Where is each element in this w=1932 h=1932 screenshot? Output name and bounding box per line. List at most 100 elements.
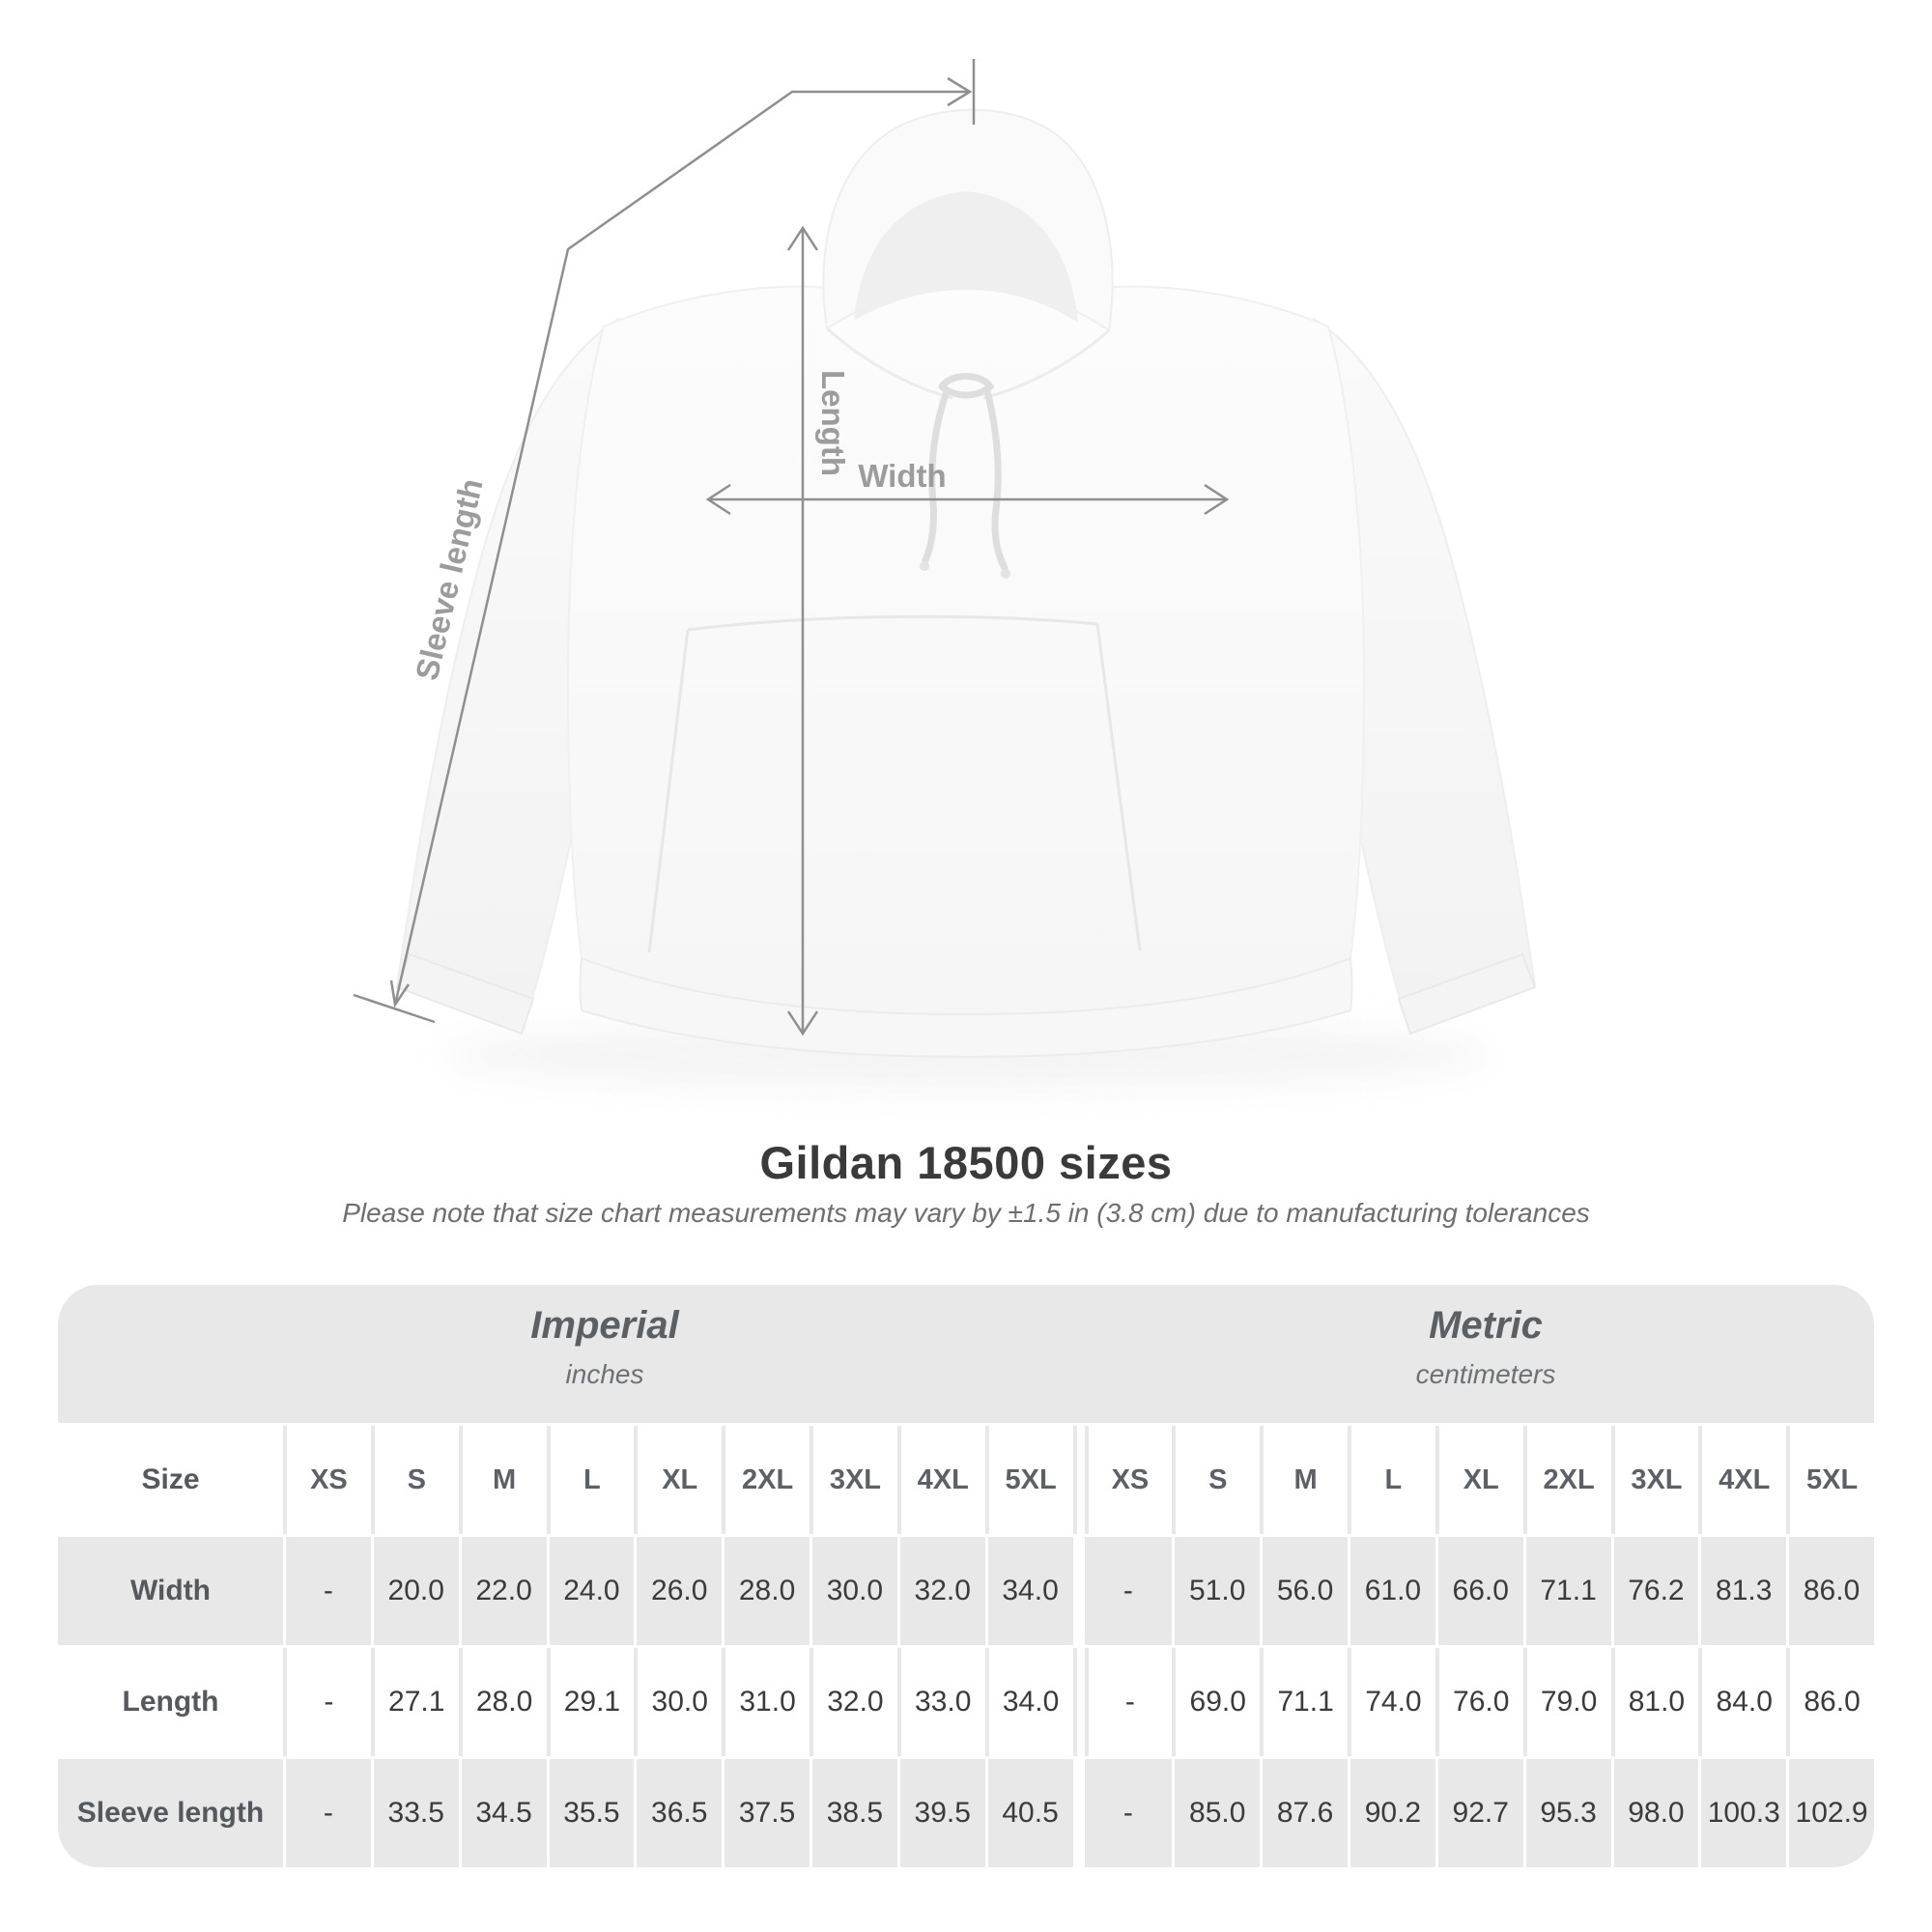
imperial-value: - — [283, 1537, 371, 1645]
hoodie-illustration: Width Length Sleeve length — [353, 59, 1537, 1090]
measurement-row-length: Length -27.1 28.0 29.1 30.0 31.0 32.0 33.0 34.0-… — [58, 1648, 1874, 1756]
imperial-value: 37.5 — [722, 1759, 810, 1867]
size-table-rows: Size XS S M L XL 2XL 3XL 4XL 5XL XS S M L XL 2XL 3XL 4XL 5… — [58, 1426, 1874, 1867]
imperial-value: 28.0 — [722, 1537, 810, 1645]
imperial-value: - — [283, 1648, 371, 1756]
imperial-value: 28.0 — [458, 1648, 547, 1756]
drawstring-tip-left — [920, 561, 929, 571]
metric-value: 98.0 — [1610, 1759, 1699, 1867]
hood-opening — [854, 191, 1078, 323]
imperial-metric-divider — [1072, 1648, 1085, 1756]
metric-value: 74.0 — [1348, 1648, 1435, 1756]
imperial-value: 34.0 — [984, 1537, 1073, 1645]
imperial-unit-header: Imperial inches — [392, 1304, 817, 1390]
size-header-imperial: XS — [283, 1426, 371, 1534]
unit-header-band: Imperial inches Metric centimeters — [58, 1285, 1874, 1423]
size-header-imperial: 5XL — [984, 1426, 1073, 1534]
imperial-value: 32.0 — [896, 1537, 985, 1645]
imperial-subtitle: inches — [565, 1359, 644, 1389]
metric-value: 86.0 — [1786, 1648, 1874, 1756]
imperial-metric-divider — [1072, 1426, 1085, 1534]
size-header-imperial: M — [458, 1426, 547, 1534]
metric-value: 66.0 — [1435, 1537, 1523, 1645]
metric-value: - — [1084, 1537, 1173, 1645]
imperial-value: 33.5 — [370, 1759, 459, 1867]
row-label: Width — [58, 1537, 283, 1645]
size-header-metric: 2XL — [1522, 1426, 1611, 1534]
imperial-value: 39.5 — [896, 1759, 985, 1867]
metric-value: 79.0 — [1522, 1648, 1611, 1756]
metric-unit-header: Metric centimeters — [1273, 1304, 1698, 1390]
imperial-value: 40.5 — [984, 1759, 1073, 1867]
metric-value: - — [1084, 1648, 1173, 1756]
metric-value: 81.0 — [1610, 1648, 1699, 1756]
size-header-imperial: 3XL — [810, 1426, 897, 1534]
metric-value: 90.2 — [1348, 1759, 1435, 1867]
imperial-value: 29.1 — [546, 1648, 635, 1756]
imperial-value: 32.0 — [810, 1648, 897, 1756]
page-title: Gildan 18500 sizes — [759, 1137, 1173, 1188]
imperial-title: Imperial — [530, 1304, 679, 1347]
imperial-value: 34.0 — [984, 1648, 1073, 1756]
size-header-metric: 5XL — [1786, 1426, 1874, 1534]
size-header-imperial: L — [546, 1426, 635, 1534]
hoodie-pocket — [647, 614, 1142, 953]
metric-value: 76.0 — [1435, 1648, 1523, 1756]
imperial-value: 36.5 — [634, 1759, 723, 1867]
size-header-imperial: XL — [634, 1426, 722, 1534]
size-column-header: Size — [141, 1463, 200, 1495]
hoodie-hem — [579, 956, 1353, 1059]
metric-value: 76.2 — [1610, 1537, 1699, 1645]
metric-value: 71.1 — [1522, 1537, 1611, 1645]
imperial-value: 22.0 — [458, 1537, 547, 1645]
metric-value: 86.0 — [1786, 1537, 1874, 1645]
metric-value: 84.0 — [1698, 1648, 1786, 1756]
imperial-value: 30.0 — [810, 1537, 897, 1645]
metric-value: 85.0 — [1172, 1759, 1261, 1867]
metric-value: 81.3 — [1698, 1537, 1787, 1645]
sleeve-length-arrow — [353, 59, 976, 1024]
size-header-imperial: S — [370, 1426, 459, 1534]
imperial-value: 24.0 — [546, 1537, 635, 1645]
size-chart-table: Imperial inches Metric centimeters Size X… — [58, 1285, 1874, 1867]
imperial-value: 34.5 — [458, 1759, 547, 1867]
imperial-value: 31.0 — [722, 1648, 810, 1756]
size-header-metric: S — [1172, 1426, 1260, 1534]
size-header-row: Size XS S M L XL 2XL 3XL 4XL 5XL XS S M L XL 2XL 3XL 4XL 5… — [58, 1426, 1874, 1534]
metric-value: - — [1084, 1759, 1173, 1867]
size-header-metric: L — [1348, 1426, 1435, 1534]
metric-value: 87.6 — [1260, 1759, 1348, 1867]
imperial-value: 35.5 — [546, 1759, 635, 1867]
metric-value: 56.0 — [1260, 1537, 1348, 1645]
imperial-value: 20.0 — [370, 1537, 459, 1645]
length-arrow — [786, 225, 819, 1037]
size-header-metric: M — [1260, 1426, 1348, 1534]
width-arrow — [705, 483, 1230, 516]
size-header-imperial: 4XL — [896, 1426, 985, 1534]
length-label: Length — [815, 370, 851, 476]
drawstring-tip-right — [1001, 569, 1010, 579]
metric-value: 92.7 — [1435, 1759, 1523, 1867]
metric-value: 71.1 — [1260, 1648, 1348, 1756]
size-header-metric: 4XL — [1698, 1426, 1786, 1534]
imperial-value: - — [283, 1759, 371, 1867]
metric-value: 61.0 — [1348, 1537, 1435, 1645]
imperial-value: 26.0 — [634, 1537, 723, 1645]
page-subtitle: Please note that size chart measurements… — [342, 1198, 1590, 1228]
measurement-row-sleeve-length: Sleeve length -33.5 34.5 35.5 36.5 37.5 38.5 39… — [58, 1759, 1874, 1867]
metric-subtitle: centimeters — [1415, 1359, 1556, 1389]
size-header-metric: XS — [1084, 1426, 1173, 1534]
metric-value: 51.0 — [1172, 1537, 1261, 1645]
size-header-metric: XL — [1435, 1426, 1523, 1534]
imperial-metric-divider — [1072, 1759, 1085, 1867]
imperial-value: 33.0 — [896, 1648, 985, 1756]
hood-front-seams — [825, 327, 1111, 400]
metric-value: 100.3 — [1698, 1759, 1787, 1867]
size-header-metric: 3XL — [1610, 1426, 1699, 1534]
metric-title: Metric — [1429, 1304, 1543, 1347]
measurement-row-width: Width -20.0 22.0 24.0 26.0 28.0 30.0 32.0 34.0-5… — [58, 1537, 1874, 1645]
imperial-metric-divider — [1072, 1537, 1085, 1645]
metric-value: 102.9 — [1786, 1759, 1874, 1867]
imperial-value: 27.1 — [370, 1648, 459, 1756]
